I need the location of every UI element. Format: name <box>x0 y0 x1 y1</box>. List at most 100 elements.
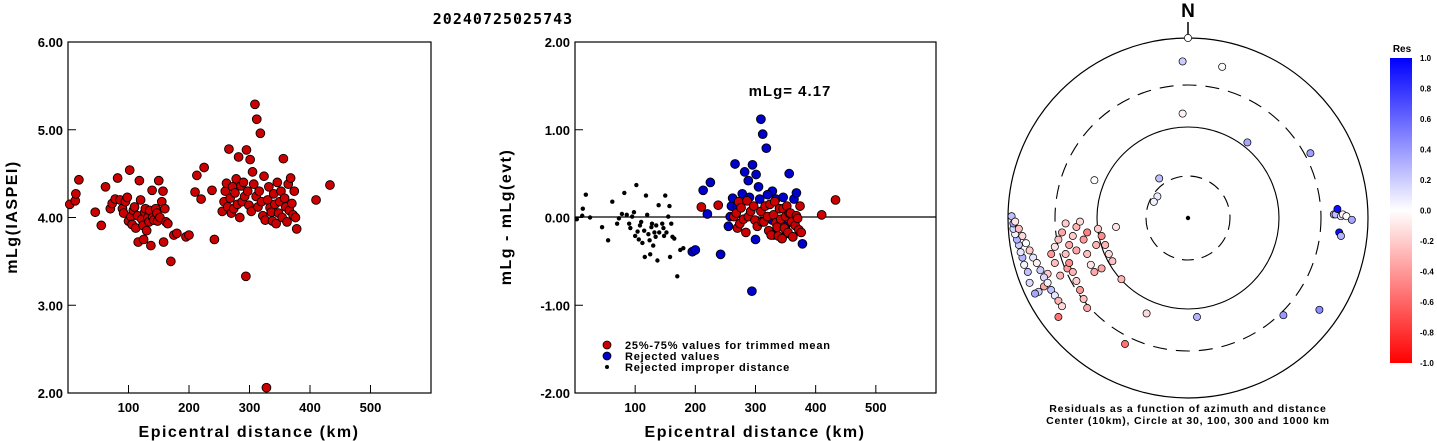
data-point <box>736 202 746 213</box>
data-point <box>311 195 321 205</box>
data-point <box>791 188 802 198</box>
residual-point <box>1068 268 1077 276</box>
data-point <box>723 221 734 232</box>
residual-point <box>1083 228 1092 237</box>
data-point <box>74 174 84 185</box>
residual-point <box>1279 311 1288 320</box>
data-point <box>166 256 176 267</box>
y-tick-label: 4.00 <box>38 211 63 226</box>
x-tick-label: 400 <box>299 400 321 415</box>
residual-colorbar: Res 1.0 0.8 0.6 0.4 0.2 0.0 -0.2 -0.4 -0.6 -0.8 -1… <box>1390 44 1434 368</box>
residual-point <box>1090 176 1099 185</box>
residual-point <box>1079 295 1088 303</box>
residual-point <box>1011 217 1020 226</box>
residual-point <box>1072 223 1081 231</box>
y-tick-label: 1.00 <box>545 123 570 138</box>
residual-point <box>1068 232 1077 240</box>
legend-marker-rejected <box>602 351 612 361</box>
data-point <box>654 223 659 228</box>
data-point <box>715 249 726 260</box>
residual-point <box>1155 174 1164 183</box>
data-point <box>635 229 640 234</box>
data-point <box>739 167 750 177</box>
data-point <box>134 175 145 186</box>
legend-label-rejected: Rejected values <box>625 351 720 363</box>
data-point <box>622 190 627 196</box>
data-point <box>135 195 146 205</box>
azimuth-residual-panel: N Residuals as a function of azimuth and… <box>1007 1 1369 427</box>
residual-point <box>1050 242 1059 251</box>
data-point <box>652 230 657 235</box>
data-point <box>287 198 297 209</box>
polar-caption-line2: Center (10km), Circle at 30, 100, 300 an… <box>1046 415 1330 427</box>
residual-point <box>1178 57 1187 66</box>
data-point <box>259 171 269 182</box>
residual-point <box>1184 34 1192 42</box>
data-point <box>628 225 633 231</box>
colorbar-tick-label: 1.0 <box>1420 54 1432 63</box>
residual-point <box>1101 241 1110 249</box>
data-point <box>599 224 605 230</box>
residual-point <box>1054 235 1063 244</box>
y-tick-label: 2.00 <box>545 35 570 50</box>
residual-point <box>1036 266 1045 275</box>
data-point <box>705 177 716 188</box>
x-tick-label: 200 <box>684 400 706 415</box>
colorbar-tick-label: 0.6 <box>1420 115 1432 124</box>
data-point <box>605 238 611 243</box>
data-point <box>830 195 841 205</box>
data-point <box>96 220 107 231</box>
residual-vs-distance-panel: 100 200 300 400 500 -2.00 -1.00 0.00 1.00 2.00 m… <box>498 35 937 441</box>
data-point <box>580 206 586 211</box>
data-point <box>651 243 656 248</box>
panel2-legend: 25%-75% values for trimmed mean Rejected… <box>602 340 831 374</box>
data-point <box>649 224 654 230</box>
x-tick-label: 300 <box>239 400 261 415</box>
x-tick-label: 200 <box>178 400 200 415</box>
data-point <box>192 170 202 181</box>
data-point <box>616 216 622 221</box>
data-point <box>255 128 266 139</box>
legend-marker-improper-distance <box>605 365 609 369</box>
data-point <box>647 238 652 243</box>
data-point <box>271 218 281 229</box>
panel2-y-axis-label: mLg - mLg(evt) <box>498 149 515 286</box>
data-point <box>787 231 798 242</box>
data-point <box>748 201 759 211</box>
residual-point <box>1117 275 1126 284</box>
data-point <box>675 274 680 279</box>
data-point <box>246 206 257 217</box>
x-tick-label: 500 <box>360 400 382 415</box>
data-point <box>769 196 780 207</box>
data-point <box>624 212 629 218</box>
data-point <box>580 213 585 218</box>
residual-point <box>1083 304 1092 312</box>
data-point <box>184 230 194 240</box>
data-point <box>71 188 81 199</box>
data-point <box>190 187 200 197</box>
y-tick-label: -1.00 <box>540 298 570 313</box>
residual-point <box>1058 302 1066 311</box>
residual-point <box>1023 268 1032 276</box>
y-tick-label: 5.00 <box>38 123 63 138</box>
residual-point <box>1043 278 1052 287</box>
ring-300km <box>1054 84 1322 352</box>
data-point <box>196 194 206 204</box>
data-point <box>230 188 240 198</box>
data-point <box>657 230 662 235</box>
data-point <box>646 231 651 237</box>
residual-point <box>1025 278 1034 287</box>
x-tick-label: 500 <box>865 400 887 415</box>
legend-label-trimmed-mean: 25%-75% values for trimmed mean <box>625 340 831 352</box>
residual-point <box>1337 232 1345 240</box>
data-point <box>245 154 255 165</box>
data-point <box>796 227 807 238</box>
residual-point <box>1097 264 1106 273</box>
panel2-x-axis-label: Epicentral distance (km) <box>645 424 866 441</box>
data-point <box>248 179 259 190</box>
data-point <box>642 254 647 260</box>
residual-point <box>1153 192 1162 201</box>
data-point <box>667 203 672 209</box>
data-point <box>141 225 152 236</box>
data-point <box>648 252 653 257</box>
